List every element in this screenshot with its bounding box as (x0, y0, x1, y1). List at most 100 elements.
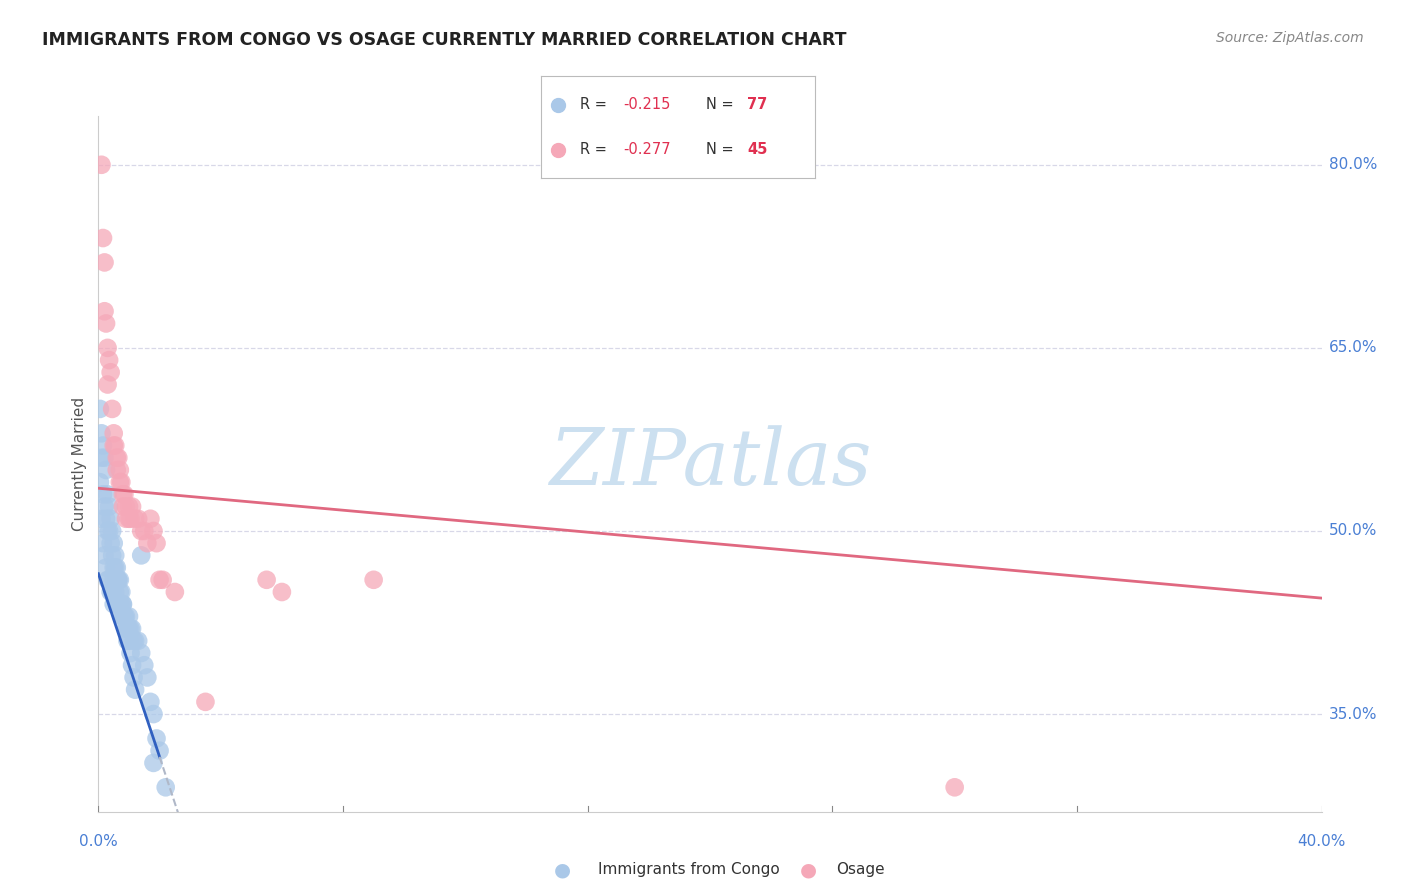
Point (111, 597, 134, 611)
Point (142, 707, 165, 722)
Point (97, 524, 120, 538)
Point (104, 549, 127, 563)
Point (117, 633, 139, 648)
Point (145, 731, 167, 746)
Point (124, 633, 146, 648)
Point (105, 597, 128, 611)
Point (124, 512, 146, 526)
Point (103, 560, 125, 574)
Point (120, 512, 142, 526)
Point (100, 512, 122, 526)
Point (270, 585, 294, 599)
Point (115, 622, 138, 636)
Point (115, 622, 138, 636)
Point (943, 780, 966, 795)
Point (118, 609, 141, 624)
Text: N =: N = (706, 97, 738, 112)
Point (120, 622, 142, 636)
Point (110, 475, 132, 490)
Point (111, 597, 134, 611)
Text: 77: 77 (747, 97, 768, 112)
Point (121, 622, 143, 636)
Point (108, 597, 131, 611)
Point (91, 231, 114, 245)
Point (142, 756, 165, 770)
Point (107, 573, 129, 587)
Text: 45: 45 (747, 142, 768, 157)
Point (122, 633, 145, 648)
Text: N =: N = (706, 142, 738, 157)
Point (100, 585, 122, 599)
Text: 65.0%: 65.0% (1329, 341, 1376, 355)
Point (111, 487, 134, 501)
Point (118, 512, 141, 526)
Point (111, 500, 134, 514)
Point (91, 487, 114, 501)
Point (89, 475, 111, 490)
Point (163, 585, 186, 599)
Point (107, 450, 129, 465)
Text: -0.277: -0.277 (624, 142, 671, 157)
Point (115, 512, 138, 526)
Point (112, 487, 135, 501)
Point (108, 463, 131, 477)
Point (98, 500, 121, 514)
Point (108, 585, 131, 599)
Point (101, 549, 124, 563)
Point (256, 573, 278, 587)
Point (134, 524, 156, 538)
Point (107, 573, 129, 587)
Point (129, 646, 152, 660)
Point (121, 658, 143, 673)
Point (117, 622, 139, 636)
Point (110, 609, 132, 624)
Point (104, 585, 127, 599)
Point (149, 744, 172, 758)
Point (136, 670, 159, 684)
Point (194, 695, 217, 709)
Point (124, 682, 146, 697)
Text: 50.0%: 50.0% (1329, 524, 1376, 539)
Point (103, 438, 125, 452)
Point (129, 524, 152, 538)
Point (139, 512, 162, 526)
Point (97, 377, 120, 392)
Text: R =: R = (579, 142, 612, 157)
Point (89, 401, 111, 416)
Text: 0.0%: 0.0% (79, 834, 118, 848)
Point (105, 560, 128, 574)
Point (90, 158, 112, 172)
Point (103, 426, 125, 441)
Point (127, 633, 149, 648)
Point (91, 536, 114, 550)
Text: Osage: Osage (837, 863, 886, 877)
Point (98, 524, 121, 538)
Point (104, 438, 127, 452)
Point (134, 658, 156, 673)
Point (142, 524, 165, 538)
Point (127, 512, 149, 526)
Point (103, 597, 125, 611)
Point (111, 609, 134, 624)
Text: -0.215: -0.215 (624, 97, 671, 112)
Point (149, 573, 172, 587)
Point (118, 622, 141, 636)
Point (136, 536, 159, 550)
Point (108, 475, 131, 490)
Y-axis label: Currently Married: Currently Married (72, 397, 87, 531)
Point (91, 438, 114, 452)
Point (93, 549, 115, 563)
Point (97, 487, 120, 501)
Text: 80.0%: 80.0% (1329, 157, 1376, 172)
Text: 40.0%: 40.0% (1298, 834, 1346, 848)
Point (105, 463, 128, 477)
Point (101, 524, 124, 538)
Point (94, 512, 117, 526)
Text: IMMIGRANTS FROM CONGO VS OSAGE CURRENTLY MARRIED CORRELATION CHART: IMMIGRANTS FROM CONGO VS OSAGE CURRENTLY… (42, 31, 846, 49)
Point (104, 560, 127, 574)
Text: Immigrants from Congo: Immigrants from Congo (598, 863, 779, 877)
Point (98, 353, 121, 368)
Point (107, 597, 129, 611)
Text: ●: ● (554, 860, 571, 880)
Text: ●: ● (800, 860, 817, 880)
